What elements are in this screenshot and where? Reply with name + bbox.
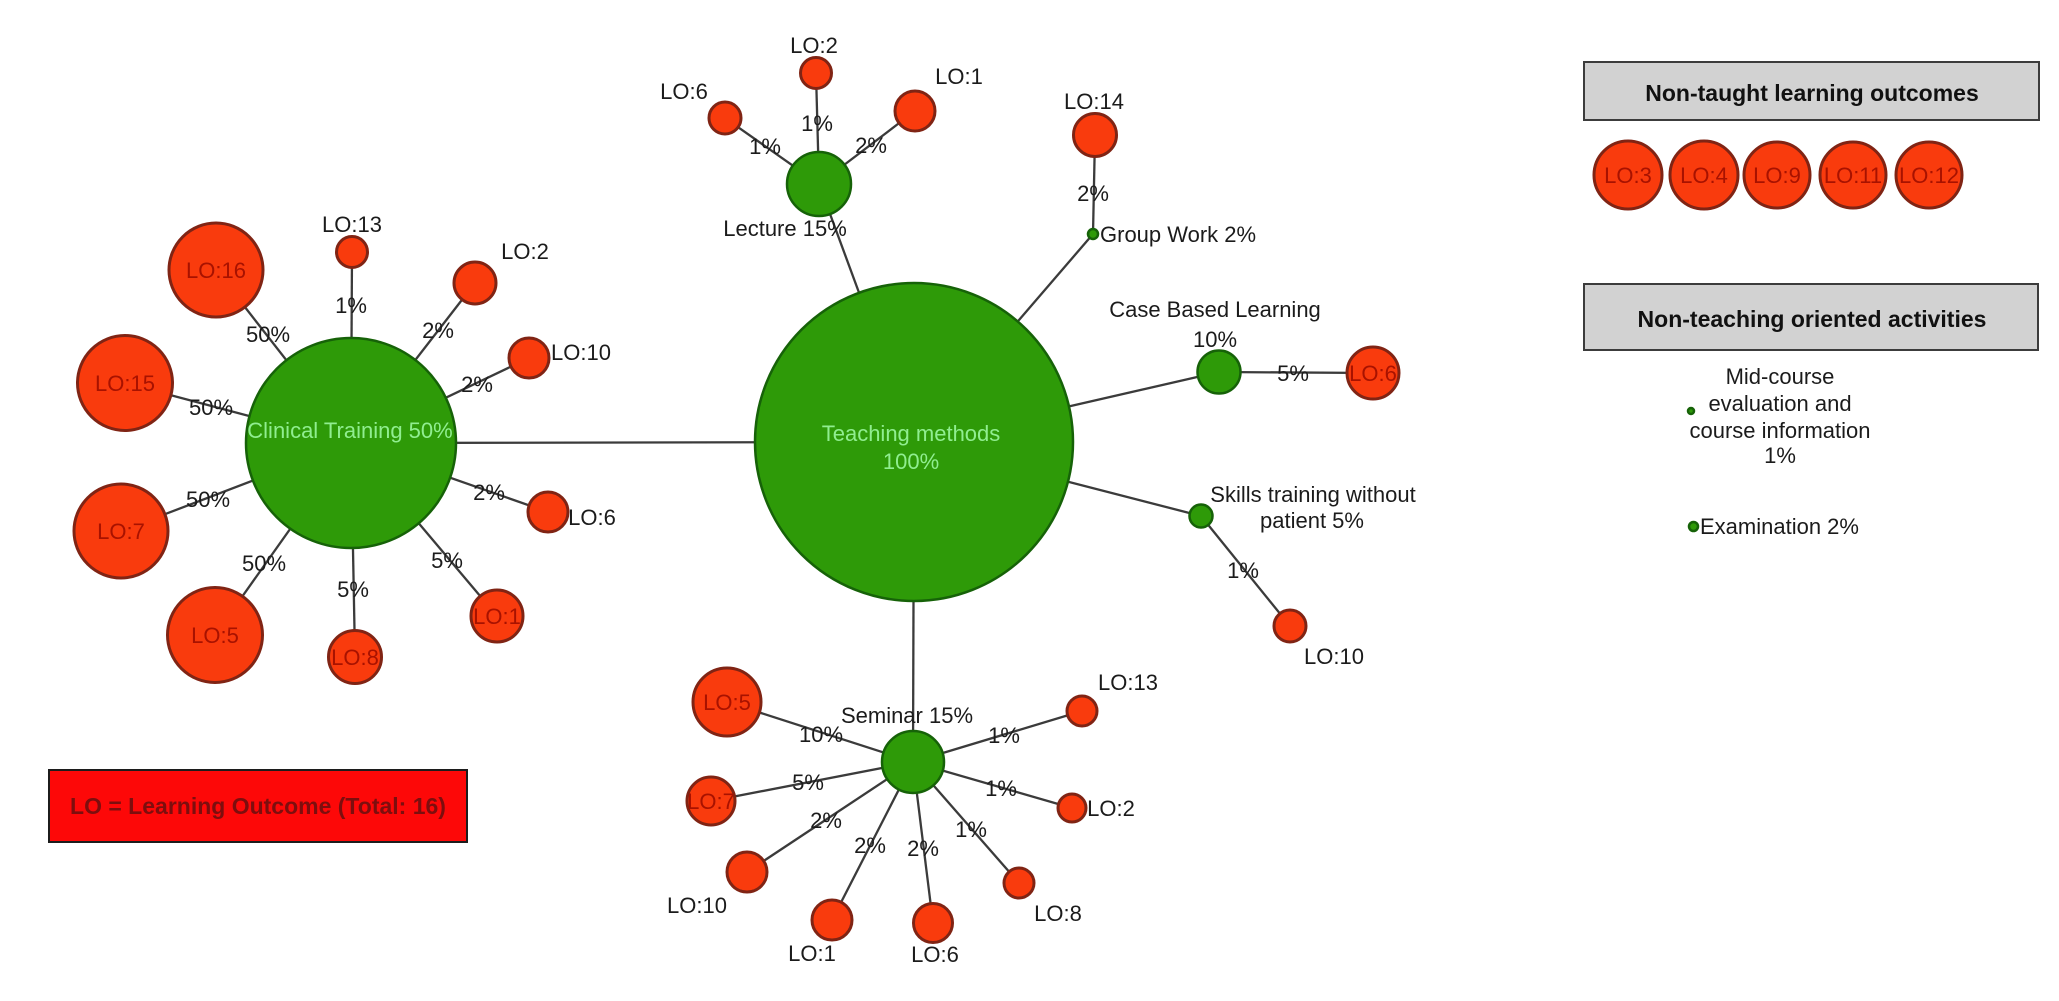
svg-text:LO:10: LO:10 [667, 893, 727, 918]
svg-text:10%: 10% [1193, 327, 1237, 352]
svg-text:50%: 50% [242, 551, 286, 576]
svg-text:5%: 5% [337, 577, 369, 602]
svg-text:LO = Learning Outcome (Total:: LO = Learning Outcome (Total: 16) [70, 793, 446, 819]
svg-text:LO:9: LO:9 [1753, 163, 1801, 188]
svg-text:Mid-course: Mid-course [1726, 364, 1835, 389]
svg-text:LO:15: LO:15 [95, 371, 155, 396]
svg-text:evaluation and: evaluation and [1708, 391, 1851, 416]
svg-text:LO:14: LO:14 [1064, 89, 1124, 114]
svg-text:LO:5: LO:5 [191, 623, 239, 648]
svg-text:Clinical Training 50%: Clinical Training 50% [247, 418, 452, 443]
svg-text:LO:16: LO:16 [186, 258, 246, 283]
svg-text:LO:12: LO:12 [1899, 163, 1959, 188]
svg-text:Lecture 15%: Lecture 15% [723, 216, 847, 241]
svg-text:patient 5%: patient 5% [1260, 508, 1364, 533]
svg-text:LO:4: LO:4 [1680, 163, 1728, 188]
svg-text:LO:1: LO:1 [935, 64, 983, 89]
svg-text:2%: 2% [461, 372, 493, 397]
svg-text:5%: 5% [431, 548, 463, 573]
svg-text:1%: 1% [1227, 558, 1259, 583]
svg-text:Non-teaching oriented activiti: Non-teaching oriented activities [1638, 306, 1987, 332]
svg-text:LO:5: LO:5 [703, 690, 751, 715]
svg-text:50%: 50% [246, 322, 290, 347]
svg-text:10%: 10% [799, 722, 843, 747]
svg-text:1%: 1% [749, 134, 781, 159]
svg-text:2%: 2% [810, 808, 842, 833]
svg-text:Seminar 15%: Seminar 15% [841, 703, 973, 728]
svg-text:1%: 1% [988, 723, 1020, 748]
svg-text:Group Work 2%: Group Work 2% [1100, 222, 1256, 247]
svg-text:1%: 1% [1764, 443, 1796, 468]
svg-text:LO:6: LO:6 [1349, 361, 1397, 386]
svg-text:2%: 2% [907, 836, 939, 861]
svg-text:LO:13: LO:13 [322, 212, 382, 237]
svg-text:LO:3: LO:3 [1604, 163, 1652, 188]
svg-text:Examination 2%: Examination 2% [1700, 514, 1859, 539]
svg-text:LO:7: LO:7 [97, 519, 145, 544]
svg-text:LO:8: LO:8 [331, 645, 379, 670]
svg-text:LO:7: LO:7 [687, 789, 735, 814]
svg-text:LO:2: LO:2 [1087, 796, 1135, 821]
svg-text:5%: 5% [1277, 361, 1309, 386]
svg-text:LO:6: LO:6 [568, 505, 616, 530]
svg-text:Non-taught learning outcomes: Non-taught learning outcomes [1645, 80, 1979, 106]
svg-text:LO:6: LO:6 [660, 79, 708, 104]
svg-text:1%: 1% [985, 776, 1017, 801]
svg-text:5%: 5% [792, 770, 824, 795]
svg-text:LO:6: LO:6 [911, 942, 959, 967]
svg-text:Skills training without: Skills training without [1210, 482, 1415, 507]
svg-text:50%: 50% [189, 395, 233, 420]
svg-text:LO:13: LO:13 [1098, 670, 1158, 695]
svg-text:100%: 100% [883, 449, 939, 474]
svg-text:50%: 50% [186, 487, 230, 512]
svg-text:LO:1: LO:1 [473, 604, 521, 629]
svg-text:2%: 2% [855, 133, 887, 158]
svg-text:Teaching methods: Teaching methods [822, 421, 1001, 446]
svg-text:2%: 2% [1077, 181, 1109, 206]
svg-text:Case Based Learning: Case Based Learning [1109, 297, 1321, 322]
svg-text:LO:10: LO:10 [551, 340, 611, 365]
svg-text:2%: 2% [473, 480, 505, 505]
svg-text:1%: 1% [801, 111, 833, 136]
svg-text:LO:2: LO:2 [501, 239, 549, 264]
svg-text:course information: course information [1690, 418, 1871, 443]
svg-text:LO:8: LO:8 [1034, 901, 1082, 926]
svg-text:2%: 2% [422, 318, 454, 343]
svg-text:2%: 2% [854, 833, 886, 858]
svg-text:LO:1: LO:1 [788, 941, 836, 966]
svg-text:LO:2: LO:2 [790, 33, 838, 58]
svg-text:1%: 1% [955, 817, 987, 842]
svg-text:LO:11: LO:11 [1824, 163, 1882, 188]
svg-text:1%: 1% [335, 293, 367, 318]
svg-text:LO:10: LO:10 [1304, 644, 1364, 669]
